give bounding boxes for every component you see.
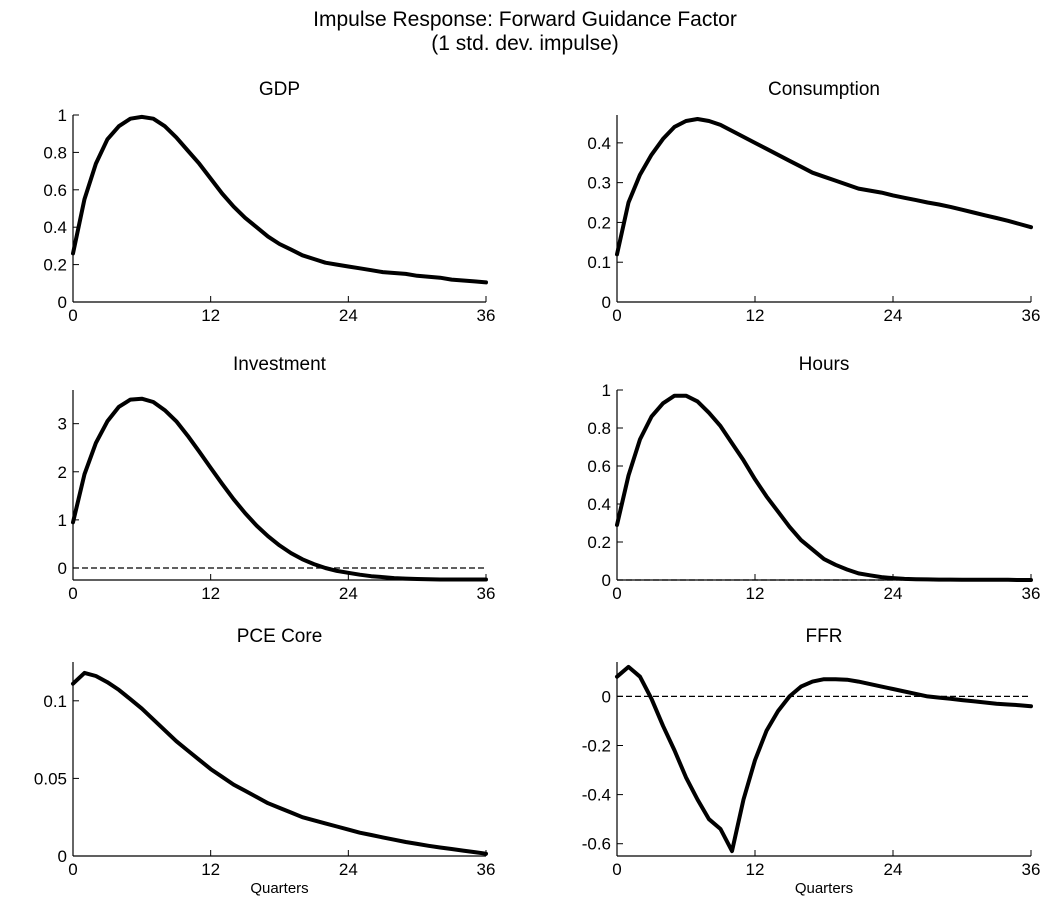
- x-tick-label: 0: [68, 860, 77, 879]
- x-tick-label: 0: [68, 584, 77, 603]
- x-tick-label: 36: [477, 306, 496, 325]
- x-tick-label: 36: [1022, 306, 1041, 325]
- x-tick-label: 24: [884, 584, 903, 603]
- panel-ffr: FFR -0.6 -0.4 -0.2 0 0 12 24 36 Quarters: [582, 626, 1041, 897]
- y-tick-label: 0.8: [587, 419, 611, 438]
- figure-title: Impulse Response: Forward Guidance Facto…: [313, 8, 737, 31]
- y-tick-label: 1: [602, 381, 611, 400]
- y-tick-label: 0.4: [43, 218, 67, 237]
- y-tick-label: 0.8: [43, 143, 67, 162]
- impulse-response-line: [615, 664, 1033, 854]
- x-tick-label: 12: [201, 860, 220, 879]
- y-tick-label: 0.2: [43, 256, 67, 275]
- x-tick-label: 12: [746, 584, 765, 603]
- x-tick-label: 24: [339, 306, 358, 325]
- panel-title: Hours: [799, 354, 850, 375]
- x-tick-label: 36: [477, 860, 496, 879]
- y-tick-label: 3: [58, 415, 67, 434]
- panel-gdp: GDP 0 0.2 0.4 0.6 0.8 1 0 12 24 36: [43, 79, 495, 325]
- impulse-response-line: [71, 114, 488, 285]
- y-tick-label: 1: [58, 511, 67, 530]
- panel-consumption: Consumption 0 0.1 0.2 0.3 0.4 0 12 24 36: [587, 79, 1040, 325]
- y-tick-label: 0.3: [587, 174, 611, 193]
- y-tick-label: 0.6: [43, 181, 67, 200]
- x-tick-label: 12: [201, 584, 220, 603]
- x-tick-label: 36: [1022, 584, 1041, 603]
- impulse-response-line: [71, 396, 488, 582]
- impulse-response-line: [615, 117, 1033, 257]
- y-tick-label: 0.2: [587, 213, 611, 232]
- y-tick-label: 0: [602, 687, 611, 706]
- y-tick-label: 0: [58, 847, 67, 866]
- x-tick-label: 12: [746, 860, 765, 879]
- y-tick-label: 0.1: [43, 692, 67, 711]
- x-tick-label: 24: [884, 860, 903, 879]
- x-tick-label: 0: [68, 306, 77, 325]
- x-tick-label: 24: [339, 584, 358, 603]
- x-tick-label: 36: [477, 584, 496, 603]
- x-tick-label: 0: [612, 860, 621, 879]
- y-tick-label: -0.2: [582, 736, 611, 755]
- panel-title: Investment: [233, 354, 327, 375]
- x-tick-label: 36: [1022, 860, 1041, 879]
- y-tick-label: 0.1: [587, 253, 611, 272]
- impulse-response-line: [71, 670, 488, 856]
- y-tick-label: 0: [602, 293, 611, 312]
- panel-title: PCE Core: [237, 626, 323, 647]
- figure-subtitle: (1 std. dev. impulse): [431, 32, 619, 55]
- y-tick-label: 0.2: [587, 533, 611, 552]
- panel-pce-core: PCE Core 0 0.05 0.1 0 12 24 36 Quarters: [34, 626, 496, 897]
- y-tick-label: 0.6: [587, 457, 611, 476]
- impulse-response-line: [615, 393, 1033, 582]
- y-tick-label: -0.6: [582, 835, 611, 854]
- y-tick-label: 2: [58, 463, 67, 482]
- x-tick-label: 0: [612, 584, 621, 603]
- x-tick-label: 24: [884, 306, 903, 325]
- x-tick-label: 0: [612, 306, 621, 325]
- x-tick-label: 12: [201, 306, 220, 325]
- y-tick-label: 0.4: [587, 495, 611, 514]
- y-tick-label: 1: [58, 106, 67, 125]
- panel-title: Consumption: [768, 79, 880, 100]
- y-tick-label: 0: [58, 293, 67, 312]
- x-tick-label: 12: [746, 306, 765, 325]
- y-tick-label: 0: [58, 559, 67, 578]
- y-tick-label: 0.05: [34, 769, 67, 788]
- x-axis-label: Quarters: [795, 880, 853, 897]
- y-tick-label: -0.4: [582, 786, 611, 805]
- x-axis-label: Quarters: [250, 880, 308, 897]
- panel-title: FFR: [806, 626, 843, 647]
- y-tick-label: 0: [602, 571, 611, 590]
- y-tick-label: 0.4: [587, 134, 611, 153]
- panel-hours: Hours 0 0.2 0.4 0.6 0.8 1 0 12 24 36: [587, 354, 1040, 603]
- x-tick-label: 24: [339, 860, 358, 879]
- panel-title: GDP: [259, 79, 300, 100]
